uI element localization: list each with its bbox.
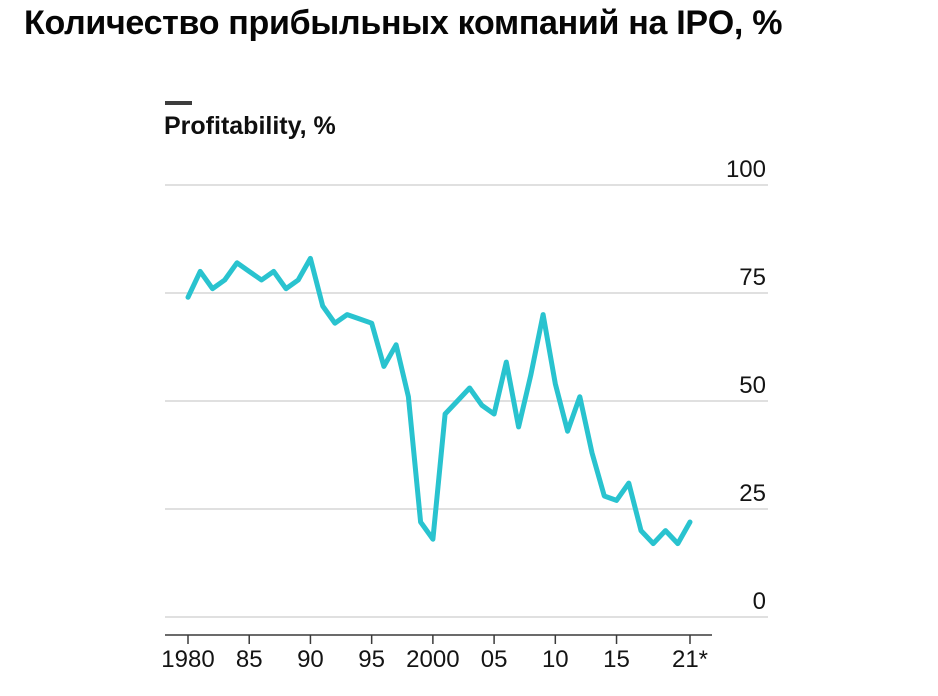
y-tick-label: 50 <box>739 372 766 399</box>
profitability-line <box>185 255 693 547</box>
x-tick-label: 10 <box>542 646 569 673</box>
y-tick-label: 25 <box>739 480 766 507</box>
series-key-tick <box>165 101 192 105</box>
x-tick-label: 21* <box>672 646 708 673</box>
x-tick-label: 90 <box>297 646 324 673</box>
page-title: Количество прибыльных компаний на IPO, % <box>24 4 783 42</box>
y-tick-label: 100 <box>726 156 766 183</box>
x-tick-label: 1980 <box>161 646 214 673</box>
x-tick-label: 2000 <box>406 646 459 673</box>
y-tick-label: 75 <box>739 264 766 291</box>
x-tick-label: 05 <box>481 646 508 673</box>
y-tick-label: 0 <box>753 588 766 615</box>
x-tick-label: 95 <box>358 646 385 673</box>
series-label: Profitability, % <box>164 112 336 140</box>
x-tick-label: 85 <box>236 646 263 673</box>
x-tick-label: 15 <box>603 646 630 673</box>
